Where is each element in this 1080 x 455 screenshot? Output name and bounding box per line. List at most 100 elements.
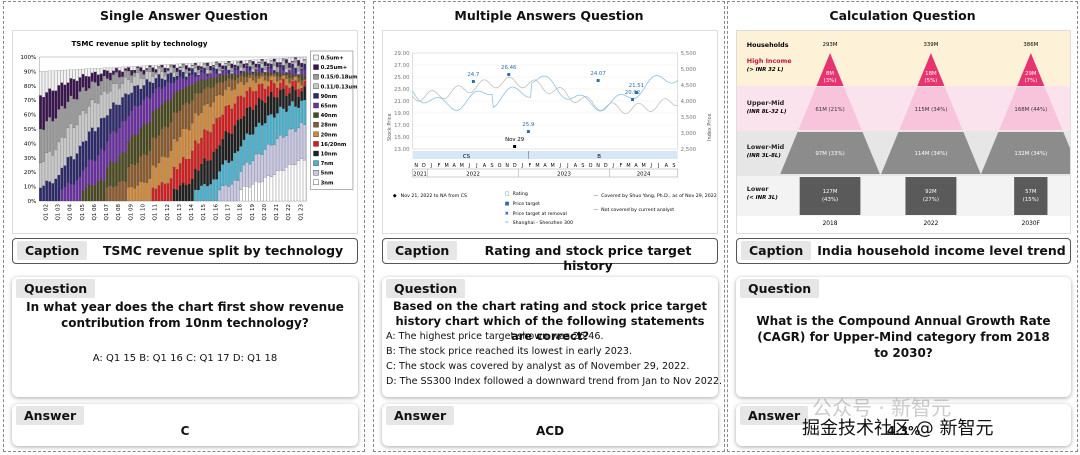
legend-swatch <box>313 74 319 80</box>
month-label: J <box>559 163 561 169</box>
bar-segment <box>230 160 234 185</box>
bar-segment <box>130 82 134 93</box>
bar-segment <box>197 74 200 77</box>
bar-segment <box>72 159 76 185</box>
bar-segment <box>93 71 97 83</box>
legend-label: 40nm <box>321 113 338 119</box>
bar-segment <box>248 66 252 71</box>
bar-segment <box>109 72 112 81</box>
bar-segment <box>248 60 252 63</box>
year-row <box>412 168 678 178</box>
bar-segment <box>288 70 291 74</box>
bar-segment <box>300 122 303 159</box>
annotation: 25.9 <box>522 122 535 128</box>
bar-segment <box>297 77 300 83</box>
target-marker <box>526 130 530 133</box>
bar-segment <box>194 189 197 202</box>
bar-segment <box>236 119 240 152</box>
x-tick-label: Q1 03 <box>56 204 62 221</box>
x-tick-label: Q1 06 <box>92 204 98 221</box>
legend-marker: — <box>593 193 598 199</box>
bar-segment <box>187 67 191 72</box>
bar-segment <box>200 92 203 113</box>
bar-segment <box>266 63 270 67</box>
bar-segment <box>212 179 215 202</box>
bar-segment <box>272 73 276 77</box>
month-label: S <box>581 163 584 169</box>
bar-segment <box>178 76 182 91</box>
bar-segment <box>236 83 240 97</box>
bar-segment <box>151 82 155 94</box>
bar-segment <box>272 58 276 62</box>
bar-segment <box>133 72 137 77</box>
bar-segment <box>209 74 212 79</box>
bar-segment <box>187 75 191 86</box>
bar-segment <box>130 75 134 83</box>
bar-segment <box>297 96 300 108</box>
bar-segment <box>175 141 179 170</box>
bar-segment <box>230 108 234 134</box>
month-label: N <box>414 163 418 169</box>
bar-segment <box>294 75 297 77</box>
bar-segment <box>39 187 42 202</box>
bar-segment <box>139 78 143 90</box>
answer-label: Answer <box>740 406 809 425</box>
bar-segment <box>194 76 197 83</box>
bar-segment <box>303 56 307 60</box>
cell-label: 8M <box>826 71 834 77</box>
bar-segment <box>227 132 231 163</box>
bar-segment <box>209 88 212 107</box>
bar-segment <box>187 72 191 77</box>
bar-segment <box>218 70 222 74</box>
bar-segment <box>181 71 185 79</box>
bar-segment <box>279 79 282 83</box>
bar-segment <box>60 189 64 202</box>
bar-segment <box>139 155 143 182</box>
bar-segment <box>151 76 155 84</box>
bar-segment <box>106 115 109 142</box>
bar-segment <box>145 68 149 70</box>
bar-segment <box>239 63 243 68</box>
legend-swatch <box>313 179 319 186</box>
bar-segment <box>175 91 179 113</box>
bar-segment <box>260 83 264 101</box>
bar-segment <box>81 110 85 142</box>
bar-segment <box>224 89 228 107</box>
bar-segment <box>139 65 143 68</box>
bar-segment <box>197 73 200 76</box>
bar-segment <box>139 181 143 202</box>
bar-segment <box>81 87 85 112</box>
bar-segment <box>57 85 61 110</box>
bar-segment <box>251 109 255 135</box>
bar-segment <box>184 76 188 80</box>
answer-text: ACD <box>535 424 565 438</box>
bar-segment <box>172 64 176 66</box>
bar-segment <box>145 65 149 69</box>
legend-label: 28nm <box>321 123 338 129</box>
bar-segment <box>172 166 176 189</box>
segment-high <box>1017 53 1045 86</box>
bar-segment <box>72 184 76 202</box>
bar-segment <box>239 81 243 96</box>
bar-segment <box>230 74 234 80</box>
bar-segment <box>96 74 100 86</box>
bar-segment <box>303 63 307 70</box>
bar-segment <box>200 79 203 93</box>
bar-segment <box>163 64 167 68</box>
bar-segment <box>269 91 273 115</box>
bar-segment <box>272 96 276 118</box>
legend-label: Price target at removal <box>513 211 567 217</box>
bar-segment <box>269 72 273 76</box>
bar-segment <box>48 117 52 152</box>
bar-segment <box>300 88 303 92</box>
bar-segment <box>294 72 297 76</box>
bar-segment <box>127 141 130 168</box>
bar-segment <box>288 72 291 78</box>
bar-segment <box>257 122 261 154</box>
bar-segment <box>136 67 140 73</box>
bar-segment <box>236 62 240 66</box>
bar-segment <box>157 74 161 88</box>
bar-segment <box>151 137 155 166</box>
bar-segment <box>257 67 261 73</box>
bar-segment <box>218 73 222 75</box>
